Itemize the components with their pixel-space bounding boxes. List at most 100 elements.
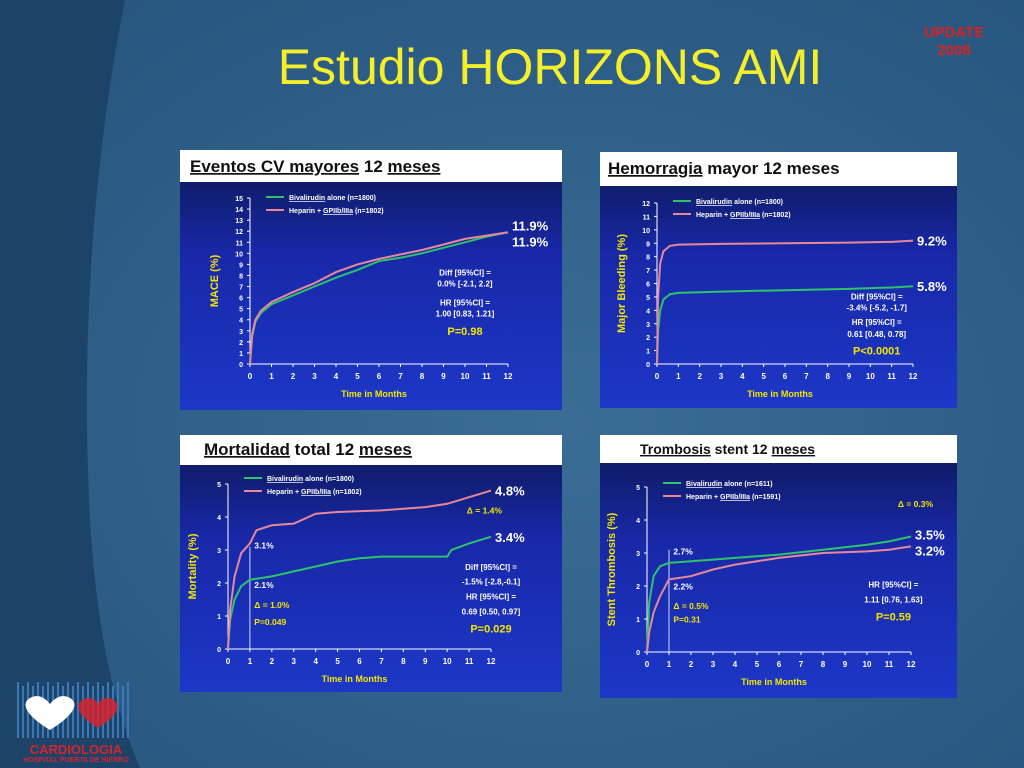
x-tick-label: 2: [689, 660, 694, 669]
logo-subtitle: HOSPITAL PUERTA DE HIERRO: [23, 757, 129, 764]
legend-label-part: Bivalirudin: [267, 476, 303, 483]
slide-title: Estudio HORIZONS AMI: [277, 39, 823, 95]
callout-label: P=0.31: [673, 614, 700, 624]
series-bivalirudin-line: [646, 535, 912, 653]
x-tick-label: 10: [866, 372, 875, 381]
legend-label-part: GPIIb/IIIa: [301, 489, 331, 496]
x-tick-label: 12: [504, 372, 513, 381]
stat-label: 1.00 [0.83, 1.21]: [436, 309, 495, 318]
legend-label-part: Bivalirudin: [289, 195, 325, 202]
series-heparin-line: [249, 231, 509, 365]
y-tick-label: 2: [239, 340, 243, 347]
y-tick-label: 1: [636, 617, 640, 624]
x-tick-label: 5: [335, 657, 340, 666]
y-axis-label: Major Bleeding (%): [616, 234, 628, 333]
series-end-label: 3.5%: [915, 527, 945, 542]
y-tick-label: 4: [239, 318, 243, 325]
x-tick-label: 11: [465, 657, 474, 666]
legend-label-part: (n=1591): [750, 494, 781, 501]
chart-title-part: Eventos CV: [190, 157, 289, 176]
y-tick-label: 9: [646, 241, 650, 248]
x-tick-label: 6: [777, 660, 782, 669]
x-tick-label: 6: [357, 657, 362, 666]
legend-label: Heparin + GPIIb/IIIa (n=1802): [289, 208, 384, 215]
x-tick-label: 7: [379, 657, 384, 666]
stat-label: HR [95%CI] =: [440, 298, 490, 307]
legend-label-part: Heparin +: [267, 489, 301, 496]
chart-title-part: meses: [772, 441, 816, 457]
chart-background: [600, 152, 957, 408]
series-end-label: 9.2%: [917, 234, 947, 249]
x-axis-label: Time in Months: [322, 674, 388, 684]
chart-title-part: stent 12: [711, 441, 772, 457]
y-tick-label: 12: [642, 201, 650, 208]
y-tick-label: 7: [239, 285, 243, 292]
x-tick-label: 11: [885, 660, 894, 669]
stat-label: 0.0% [-2.1, 2.2]: [437, 280, 492, 289]
x-tick-label: 7: [398, 372, 403, 381]
x-tick-label: 1: [667, 660, 672, 669]
stat-label: 0.69 [0.50, 0.97]: [462, 607, 521, 616]
y-tick-label: 14: [235, 207, 243, 214]
p-value-label: P=0.029: [470, 624, 511, 636]
callout-label: Δ = 0.5%: [673, 601, 709, 611]
chart-title-bar: [600, 152, 957, 186]
x-axis-label: Time in Months: [747, 389, 813, 399]
legend-label: Heparin + GPIIb/IIIa (n=1591): [686, 494, 781, 501]
legend-label: Bivalirudin alone (n=1800): [696, 199, 783, 206]
legend-label-part: GPIIb/IIIa: [323, 208, 353, 215]
y-tick-label: 2: [636, 584, 640, 591]
update-badge-line1: UPDATE: [923, 24, 985, 41]
x-tick-label: 0: [226, 657, 231, 666]
x-tick-label: 12: [487, 657, 496, 666]
x-tick-label: 3: [312, 372, 317, 381]
stat-label: 0.61 [0.48, 0.78]: [847, 330, 906, 339]
x-tick-label: 4: [334, 372, 339, 381]
legend-label: Heparin + GPIIb/IIIa (n=1802): [696, 212, 791, 219]
legend-label-part: alone (n=1611): [722, 481, 772, 488]
y-tick-label: 15: [235, 196, 243, 203]
y-tick-label: 3: [636, 551, 640, 558]
legend-label: Bivalirudin alone (n=1800): [289, 195, 376, 202]
chart-title: Eventos CV mayores 12 meses: [190, 157, 440, 176]
x-tick-label: 8: [401, 657, 406, 666]
chart-panel-mace: Eventos CV mayores 12 meses 0 1 2 3 4 5 6 7 8 9 10 1…: [180, 150, 562, 410]
x-tick-label: 2: [291, 372, 296, 381]
stat-label: 1.11 [0.76, 1.63]: [864, 596, 923, 605]
y-tick-label: 10: [235, 251, 243, 258]
chart-title: Hemorragia mayor 12 meses: [608, 159, 840, 178]
series-heparin-line: [227, 489, 492, 650]
y-tick-label: 8: [646, 255, 650, 262]
chart-title-part: Hemorragia: [608, 159, 703, 178]
y-tick-label: 9: [239, 262, 243, 269]
x-axis-label: Time in Months: [741, 677, 807, 687]
x-tick-label: 12: [907, 660, 916, 669]
x-tick-label: 2: [697, 372, 702, 381]
y-tick-label: 12: [235, 229, 243, 236]
chart-title-part: Mortalidad: [204, 440, 290, 459]
chart-title-bar: [180, 435, 562, 465]
y-tick-label: 5: [646, 295, 650, 302]
chart-title-part: meses: [359, 440, 412, 459]
heart-white-icon: [25, 696, 75, 730]
chart-title-bar: [600, 435, 957, 463]
x-tick-label: 9: [441, 372, 446, 381]
legend-label: Bivalirudin alone (n=1611): [686, 481, 773, 488]
y-tick-label: 0: [239, 362, 243, 369]
update-badge: UPDATE 2008: [898, 24, 1010, 60]
x-tick-label: 6: [783, 372, 788, 381]
y-tick-label: 0: [646, 362, 650, 369]
stat-label: Diff [95%CI] =: [465, 563, 517, 572]
x-tick-label: 0: [655, 372, 660, 381]
chart-background: [600, 435, 957, 698]
x-tick-label: 9: [423, 657, 428, 666]
y-tick-label: 3: [239, 329, 243, 336]
chart-title-part: 12: [359, 157, 387, 176]
y-tick-label: 7: [646, 268, 650, 275]
p-value-label: P=0.98: [447, 326, 482, 338]
y-tick-label: 0: [217, 647, 221, 654]
x-tick-label: 3: [292, 657, 297, 666]
chart-background: [180, 150, 562, 410]
